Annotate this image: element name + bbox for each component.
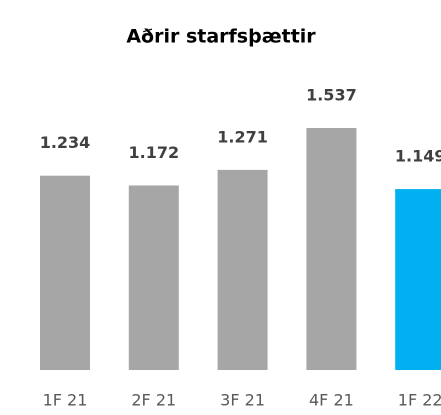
x-tick-label: 1F 22 bbox=[398, 391, 441, 410]
bar bbox=[306, 128, 357, 370]
x-tick-label: 3F 21 bbox=[220, 391, 265, 410]
value-label: 1.537 bbox=[306, 86, 357, 105]
x-tick-label: 1F 21 bbox=[43, 391, 88, 410]
x-tick-label: 4F 21 bbox=[309, 391, 354, 410]
value-label: 1.271 bbox=[217, 127, 268, 146]
x-tick-label: 2F 21 bbox=[131, 391, 176, 410]
value-label: 1.149 bbox=[395, 147, 441, 166]
bar bbox=[217, 169, 268, 370]
bar bbox=[128, 185, 179, 370]
chart-title: Aðrir starfsþættir bbox=[126, 26, 316, 48]
value-label: 1.234 bbox=[40, 133, 91, 152]
value-label: 1.172 bbox=[128, 143, 179, 162]
bar bbox=[395, 189, 441, 370]
bar bbox=[40, 175, 90, 370]
